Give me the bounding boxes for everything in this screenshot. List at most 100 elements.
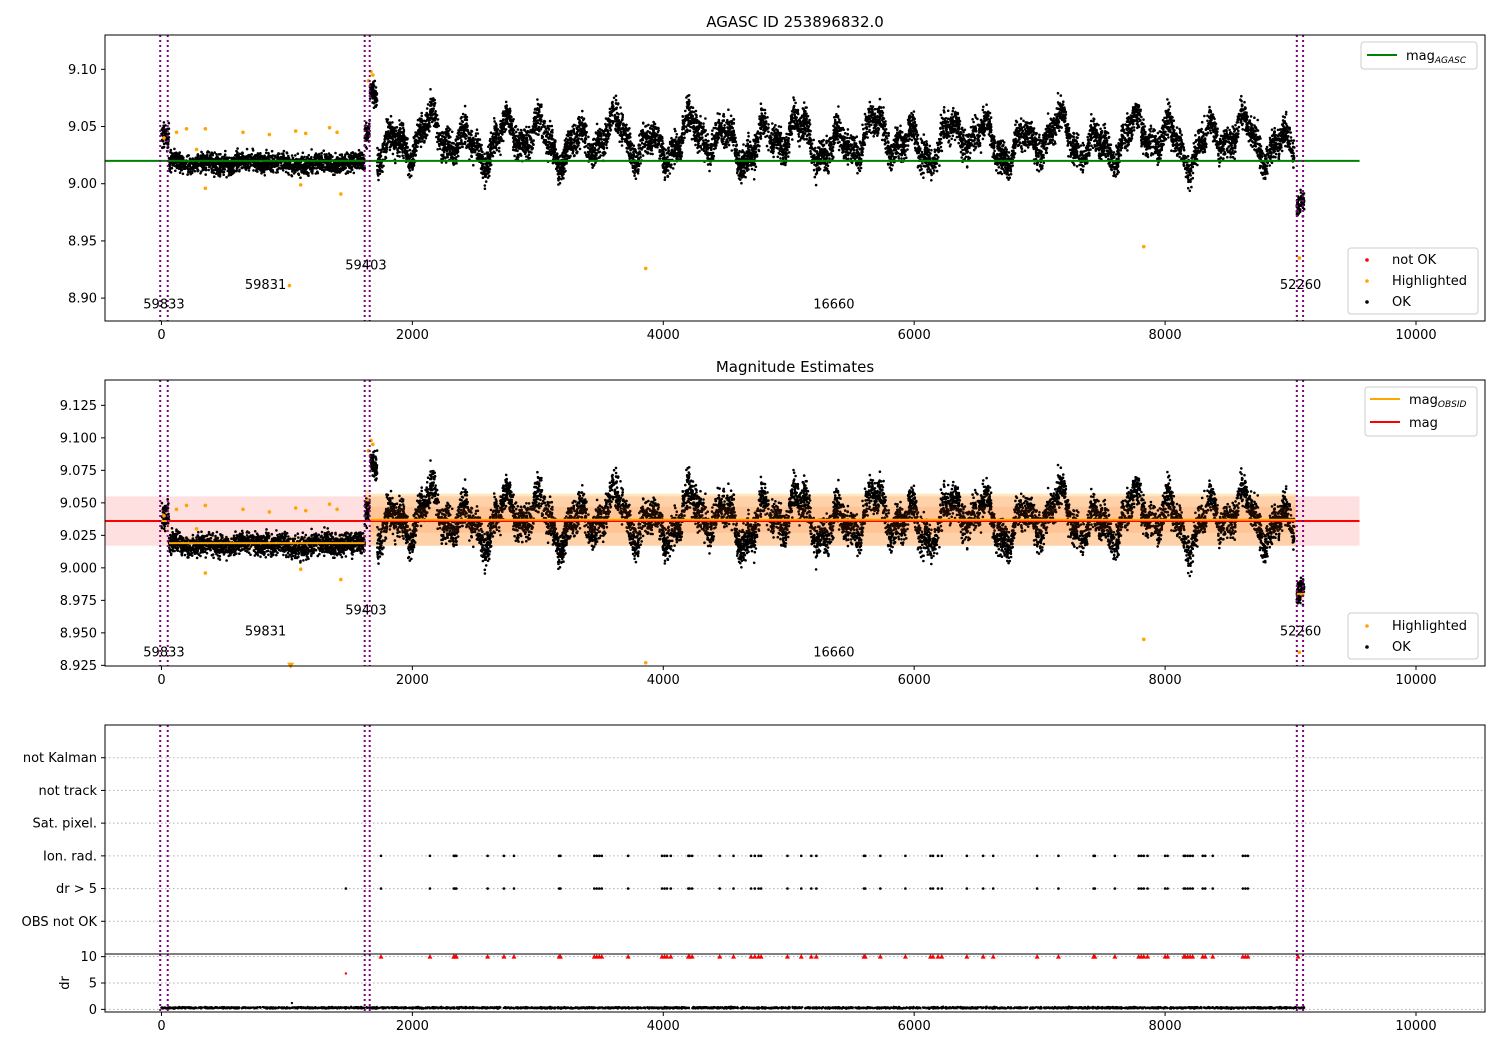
agasc-ok-point bbox=[609, 123, 612, 127]
agasc-ok-point bbox=[286, 165, 289, 169]
agasc-ok-point bbox=[288, 165, 292, 168]
agasc-ok-point bbox=[436, 148, 440, 151]
agasc-ok-point bbox=[930, 148, 933, 152]
agasc-ok-point bbox=[906, 148, 909, 151]
agasc-ok-point bbox=[868, 100, 872, 104]
agasc-ok-point bbox=[232, 156, 236, 159]
agasc-ok-point bbox=[299, 176, 302, 179]
agasc-ok-point bbox=[876, 134, 879, 137]
agasc-ok-point bbox=[942, 133, 946, 136]
agasc-ok-point bbox=[344, 153, 347, 156]
agasc-ok-point bbox=[1226, 126, 1229, 129]
agasc-ok-point bbox=[313, 166, 316, 170]
agasc-ok-point bbox=[1067, 155, 1070, 158]
agasc-ok-point bbox=[269, 169, 273, 173]
agasc-ok-point bbox=[213, 151, 216, 154]
agasc-ok-point bbox=[280, 155, 283, 159]
agasc-ok-point bbox=[222, 173, 225, 176]
agasc-ok-point bbox=[456, 154, 460, 158]
agasc-ok-point bbox=[296, 167, 300, 171]
agasc-ok-point bbox=[1249, 143, 1253, 147]
agasc-ok-point bbox=[173, 147, 176, 151]
agasc-ok-point bbox=[240, 152, 244, 156]
agasc-ok-point bbox=[767, 148, 770, 152]
agasc-ok-point bbox=[244, 167, 247, 170]
agasc-ok-point bbox=[1126, 149, 1129, 152]
agasc-ok-point bbox=[178, 161, 181, 165]
agasc-ok-point bbox=[637, 143, 641, 146]
agasc-ok-point bbox=[329, 165, 333, 168]
agasc-ok-point bbox=[872, 135, 875, 138]
agasc-ok-point bbox=[461, 145, 464, 149]
agasc-ok-point bbox=[483, 152, 486, 156]
agasc-ok-point bbox=[497, 146, 501, 150]
agasc-ok-point bbox=[210, 171, 214, 174]
agasc-ok-point bbox=[747, 135, 750, 138]
agasc-ok-point bbox=[1292, 139, 1296, 142]
agasc-ok-point bbox=[846, 163, 850, 166]
agasc-ok-point bbox=[302, 165, 306, 168]
agasc-ok-point bbox=[1175, 126, 1179, 129]
agasc-ok-point bbox=[265, 148, 268, 152]
agasc-ok-point bbox=[1023, 149, 1027, 153]
agasc-ok-point bbox=[334, 151, 337, 155]
agasc-ok-point bbox=[332, 173, 335, 176]
agasc-ok-point bbox=[331, 169, 334, 172]
agasc-ok-point bbox=[683, 136, 686, 140]
agasc-ok-point bbox=[514, 130, 518, 134]
agasc-ok-point bbox=[578, 147, 582, 151]
agasc-ok-point bbox=[372, 81, 375, 85]
agasc-ok-point bbox=[809, 150, 812, 153]
agasc-ok-point bbox=[301, 157, 304, 160]
agasc-ok-point bbox=[982, 105, 985, 109]
agasc-ok-point bbox=[1102, 123, 1105, 127]
agasc-ok-point bbox=[171, 154, 174, 158]
agasc-ok-point bbox=[297, 172, 300, 176]
agasc-ok-point bbox=[306, 164, 309, 167]
agasc-ok-point bbox=[213, 175, 216, 178]
agasc-ok-point bbox=[1056, 91, 1060, 95]
agasc-ok-point bbox=[952, 106, 955, 110]
agasc-ok-point bbox=[1206, 119, 1209, 123]
agasc-ok-point bbox=[199, 172, 202, 175]
agasc-ok-point bbox=[740, 181, 743, 185]
agasc-ok-point bbox=[275, 162, 279, 166]
agasc-ok-point bbox=[663, 178, 667, 182]
agasc-ok-point bbox=[265, 167, 269, 171]
agasc-ok-point bbox=[767, 130, 770, 134]
agasc-ok-point bbox=[317, 156, 320, 159]
agasc-ok-point bbox=[704, 134, 708, 138]
agasc-ok-point bbox=[779, 157, 782, 160]
agasc-ok-point bbox=[620, 140, 624, 143]
agasc-ok-point bbox=[357, 148, 361, 152]
agasc-ok-point bbox=[294, 168, 298, 172]
agasc-ok-point bbox=[802, 101, 806, 104]
agasc-ok-point bbox=[370, 95, 374, 98]
agasc-ok-point bbox=[973, 113, 977, 117]
agasc-ok-point bbox=[167, 132, 171, 135]
agasc-ok-point bbox=[272, 163, 276, 167]
agasc-ok-point bbox=[742, 143, 745, 146]
agasc-ok-point bbox=[181, 156, 185, 160]
agasc-ok-point bbox=[314, 172, 318, 175]
agasc-ok-point bbox=[882, 106, 885, 109]
agasc-ok-point bbox=[222, 166, 225, 169]
agasc-ok-point bbox=[178, 151, 181, 154]
agasc-ok-point bbox=[320, 154, 323, 157]
agasc-ok-point bbox=[1090, 113, 1093, 116]
agasc-ok-point bbox=[347, 170, 350, 173]
agasc-ok-point bbox=[942, 106, 946, 109]
agasc-ok-point bbox=[808, 118, 811, 122]
agasc-ok-point bbox=[224, 163, 227, 166]
agasc-ok-point bbox=[504, 100, 508, 104]
agasc-ok-point bbox=[330, 162, 333, 166]
agasc-ok-point bbox=[470, 154, 473, 158]
agasc-ok-point bbox=[880, 138, 884, 142]
agasc-ok-point bbox=[174, 154, 177, 158]
agasc-ok-point bbox=[165, 136, 168, 140]
agasc-ok-point bbox=[1052, 117, 1056, 120]
agasc-ok-point bbox=[995, 169, 998, 172]
agasc-ok-point bbox=[235, 165, 239, 169]
agasc-ok-point bbox=[368, 122, 371, 126]
agasc-ok-point bbox=[325, 165, 329, 168]
